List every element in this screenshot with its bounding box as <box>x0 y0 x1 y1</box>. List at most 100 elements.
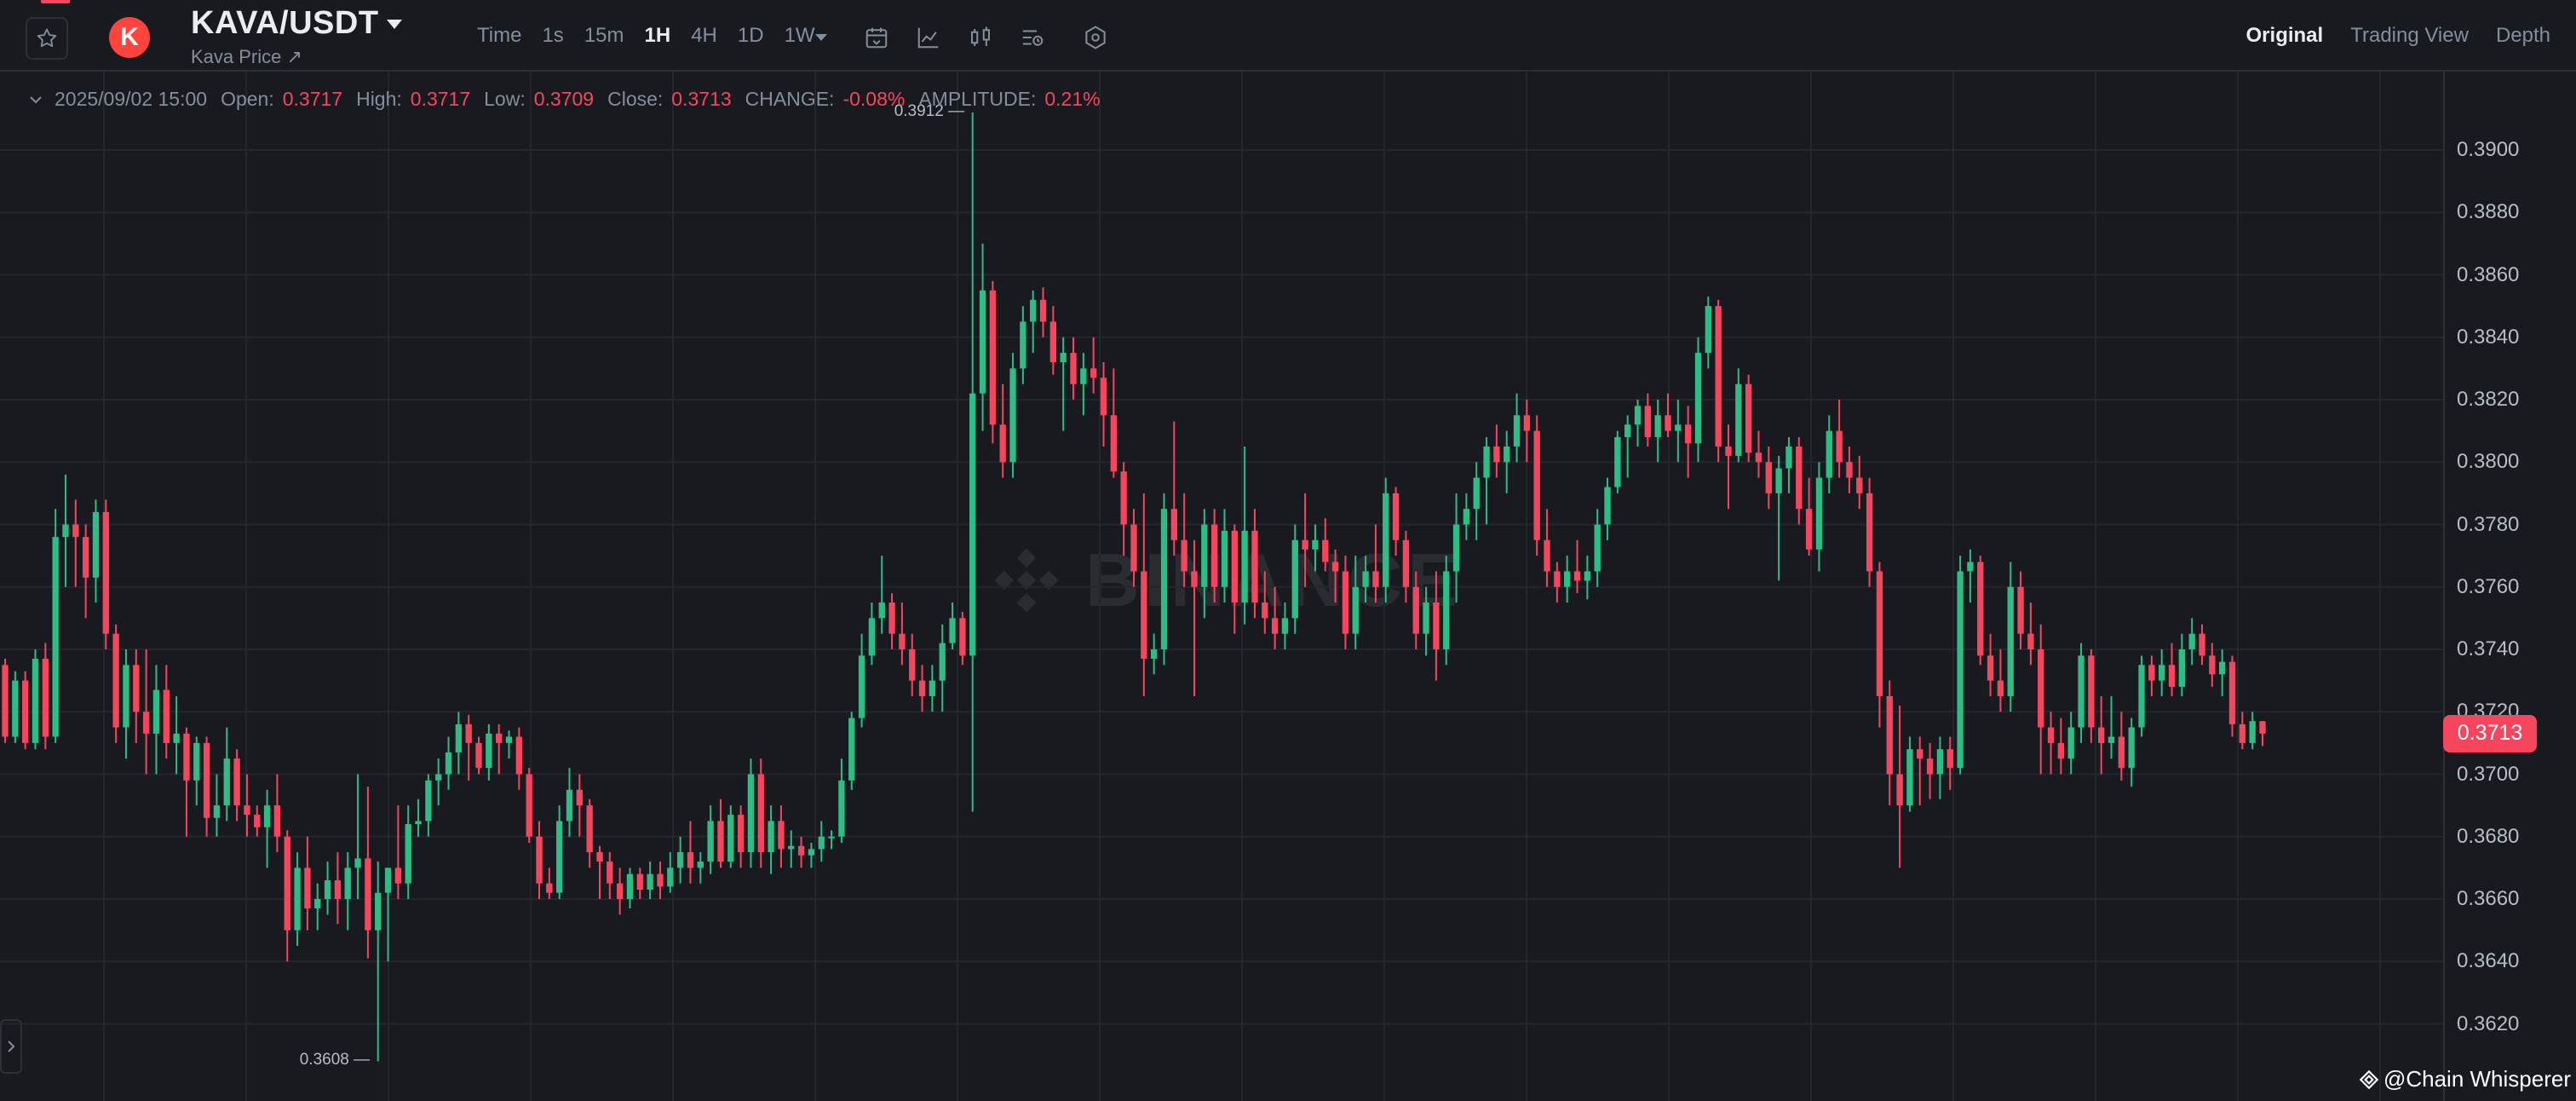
candle-body[interactable] <box>1826 430 1832 478</box>
candle-body[interactable] <box>1504 446 1510 463</box>
candle-body[interactable] <box>375 892 382 931</box>
candle-body[interactable] <box>2027 633 2034 649</box>
candle-body[interactable] <box>1725 446 1732 456</box>
candle-body[interactable] <box>2188 633 2195 649</box>
candle-body[interactable] <box>1281 618 1289 634</box>
candle-body[interactable] <box>868 618 876 656</box>
candle-body[interactable] <box>1221 530 1228 587</box>
candle-body[interactable] <box>1967 562 1974 572</box>
candle-body[interactable] <box>1201 524 1208 587</box>
candle-body[interactable] <box>1523 415 1531 431</box>
candle-body[interactable] <box>909 649 916 681</box>
candle-body[interactable] <box>1533 430 1540 540</box>
candle-body[interactable] <box>1513 415 1521 447</box>
candle-body[interactable] <box>526 774 532 837</box>
candle-body[interactable] <box>133 665 140 712</box>
candle-body[interactable] <box>616 883 624 899</box>
candle-body[interactable] <box>1977 562 1984 656</box>
candle-body[interactable] <box>2159 665 2165 681</box>
candle-body[interactable] <box>1090 368 1097 378</box>
candle-body[interactable] <box>2249 721 2256 743</box>
candle-body[interactable] <box>989 290 997 425</box>
candle-body[interactable] <box>657 873 664 887</box>
candle-body[interactable] <box>1120 471 1127 525</box>
candle-body[interactable] <box>1544 539 1550 572</box>
candle-body[interactable] <box>1100 378 1107 416</box>
candle-body[interactable] <box>1987 655 1994 681</box>
candle-body[interactable] <box>1070 353 1077 384</box>
candle-body[interactable] <box>1694 353 1702 444</box>
candle-body[interactable] <box>2128 727 2135 769</box>
candle-body[interactable] <box>576 789 583 806</box>
candle-body[interactable] <box>899 633 906 649</box>
candle-body[interactable] <box>828 836 835 839</box>
candle-body[interactable] <box>1049 321 1057 363</box>
chevron-down-icon[interactable] <box>27 94 44 106</box>
candle-body[interactable] <box>365 858 371 931</box>
candle-body[interactable] <box>314 899 321 908</box>
candle-body[interactable] <box>52 537 59 737</box>
candle-body[interactable] <box>1755 453 1762 463</box>
candle-body[interactable] <box>2178 649 2186 687</box>
candle-body[interactable] <box>1030 299 1037 322</box>
candle-body[interactable] <box>1463 509 1470 525</box>
candle-body[interactable] <box>1906 749 1913 806</box>
candle-body[interactable] <box>1331 562 1339 572</box>
candle-body[interactable] <box>102 511 109 634</box>
candle-body[interactable] <box>566 789 573 821</box>
candle-body[interactable] <box>676 852 684 868</box>
candle-body[interactable] <box>2017 586 2024 634</box>
candle-body[interactable] <box>475 742 482 769</box>
candle-body[interactable] <box>1271 618 1279 634</box>
candle-body[interactable] <box>737 815 745 853</box>
candle-body[interactable] <box>1665 415 1671 431</box>
candle-body[interactable] <box>12 680 19 737</box>
candle-body[interactable] <box>1352 586 1359 634</box>
candle-body[interactable] <box>2148 665 2155 681</box>
candle-body[interactable] <box>939 643 946 681</box>
candle-body[interactable] <box>1785 446 1792 469</box>
candle-body[interactable] <box>667 868 674 887</box>
candle-body[interactable] <box>546 883 553 893</box>
candle-body[interactable] <box>425 780 432 821</box>
candle-body[interactable] <box>394 868 402 884</box>
candle-body[interactable] <box>1573 571 1581 581</box>
candle-body[interactable] <box>1170 509 1177 540</box>
interval-4h[interactable]: 4H <box>691 24 717 47</box>
candle-body[interactable] <box>1433 602 1440 649</box>
candle-body[interactable] <box>778 821 785 850</box>
candle-body[interactable] <box>445 752 452 775</box>
candle-body[interactable] <box>263 805 271 827</box>
interval-1s[interactable]: 1s <box>542 24 564 47</box>
candle-body[interactable] <box>2 665 9 737</box>
candle-body[interactable] <box>1412 586 1419 634</box>
candle-body[interactable] <box>1685 424 1692 444</box>
candle-body[interactable] <box>1039 299 1047 322</box>
candle-body[interactable] <box>1191 571 1198 587</box>
candle-body[interactable] <box>92 511 100 578</box>
candle-body[interactable] <box>1926 758 1934 775</box>
candle-body[interactable] <box>707 821 714 862</box>
candle-body[interactable] <box>1745 383 1752 453</box>
candle-body[interactable] <box>536 836 543 884</box>
candle-body[interactable] <box>62 524 69 538</box>
candle-body[interactable] <box>486 733 492 769</box>
candle-body[interactable] <box>999 424 1006 463</box>
candle-body[interactable] <box>1876 571 1883 696</box>
candle-body[interactable] <box>727 815 734 862</box>
candle-body[interactable] <box>1554 571 1561 587</box>
candle-body[interactable] <box>505 736 513 743</box>
candle-body[interactable] <box>1322 539 1329 562</box>
candle-body[interactable] <box>384 868 392 893</box>
symbol-title[interactable]: KAVA/USDT <box>191 5 379 41</box>
candlestick-chart[interactable] <box>0 72 2443 1101</box>
tab-original[interactable]: Original <box>2245 24 2324 47</box>
candle-body[interactable] <box>1372 571 1379 587</box>
interval-1w[interactable]: 1W <box>784 24 815 47</box>
candle-body[interactable] <box>2259 721 2266 734</box>
candle-body[interactable] <box>1654 415 1661 437</box>
candle-body[interactable] <box>1392 493 1400 540</box>
candle-body[interactable] <box>1957 571 1964 769</box>
candle-body[interactable] <box>163 689 170 743</box>
candle-body[interactable] <box>2107 736 2115 743</box>
